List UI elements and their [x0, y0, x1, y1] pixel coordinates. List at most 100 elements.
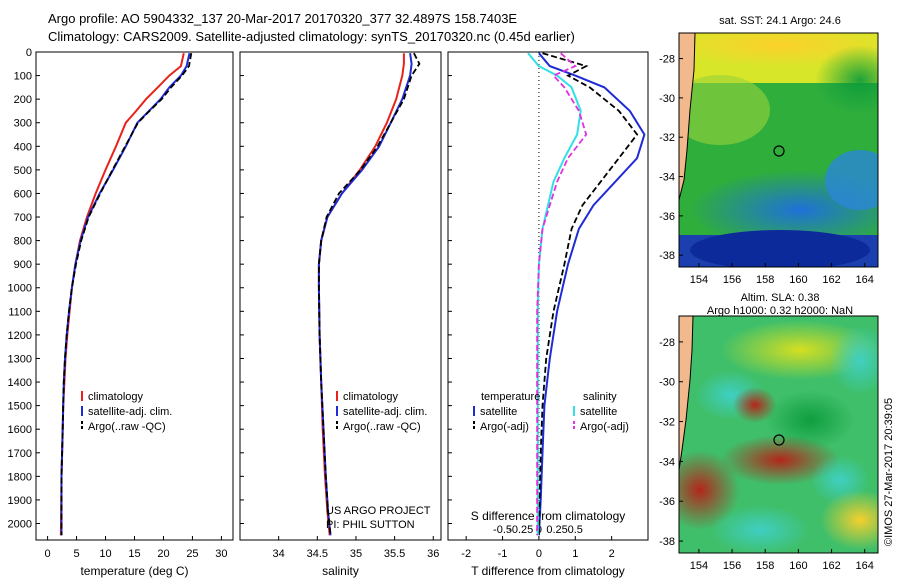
map-y-tick-label: -34	[659, 172, 675, 184]
y-tick-label: 1000	[8, 283, 32, 295]
y-tick-label: 1400	[8, 377, 32, 389]
legend-label: Argo(..raw -QC)	[88, 421, 166, 433]
plot-frame	[35, 51, 234, 541]
legend-label: Argo(..raw -QC)	[343, 421, 421, 433]
map-y-tick-label: -36	[659, 211, 675, 223]
x-tick-label: 30	[215, 548, 227, 560]
map-x-tick-label: 160	[789, 274, 807, 286]
plot-frame	[239, 51, 442, 541]
x-tick-label: 25	[186, 548, 198, 560]
argo-float-marker	[773, 145, 785, 157]
x-tick-label: 35.5	[384, 548, 405, 560]
sla-map-title-1: Altim. SLA: 0.38	[741, 292, 820, 304]
sla-map-field	[679, 316, 878, 553]
x-tick-label: 34	[273, 548, 285, 560]
top-axis-label: S difference from climatology	[471, 509, 626, 523]
series-salinity-argo-adj-	[536, 52, 588, 536]
map-x-tick-label: 156	[723, 560, 741, 572]
legend-label: Argo(-adj)	[480, 421, 529, 433]
legend-label: satellite	[580, 406, 617, 418]
imos-credit: ©IMOS 27-Mar-2017 20:39:05	[883, 398, 895, 546]
x-axis-label: temperature (deg C)	[80, 564, 188, 578]
y-tick-label: 100	[14, 71, 32, 83]
map-y-tick-label: -34	[659, 456, 675, 468]
x-tick-label: 2	[609, 548, 615, 560]
y-tick-label: 1300	[8, 353, 32, 365]
y-tick-label: 1200	[8, 330, 32, 342]
top-axis-tick-label: -0.25	[508, 524, 533, 536]
legend-label: climatology	[343, 391, 399, 403]
series-satellite-adj-clim-	[317, 53, 413, 536]
legend-title-temperature: temperature	[481, 391, 540, 403]
y-tick-label: 1100	[8, 306, 32, 318]
x-tick-label: 5	[73, 548, 79, 560]
figure-title-line2: Climatology: CARS2009. Satellite-adjuste…	[48, 29, 575, 44]
sst-map: sat. SST: 24.1 Argo: 24.6 154 156 158 160 16…	[659, 15, 879, 286]
y-tick-label: 900	[14, 259, 32, 271]
figure-title-line1: Argo profile: AO 5904332_137 20-Mar-2017…	[48, 11, 517, 26]
map-x-tick-label: 162	[822, 274, 840, 286]
sla-map-title-2: Argo h1000: 0.32 h2000: NaN	[707, 305, 853, 317]
map-x-tick-label: 164	[856, 560, 874, 572]
map-x-tick-label: 160	[789, 560, 807, 572]
difference-panel: -2 -1 0 1 2 T difference from climatology -0.5…	[447, 51, 649, 578]
map-x-tick-label: 154	[690, 560, 708, 572]
x-tick-label: -1	[498, 548, 508, 560]
map-y-tick-label: -28	[659, 54, 675, 66]
map-y-tick-label: -36	[659, 496, 675, 508]
y-tick-label: 2000	[8, 518, 32, 530]
legend-label: climatology	[88, 391, 144, 403]
y-tick-label: 1700	[8, 448, 32, 460]
argo-float-marker-sla	[773, 434, 785, 446]
x-tick-label: 34.5	[307, 548, 328, 560]
x-tick-label: 0	[536, 548, 542, 560]
x-tick-label: 15	[128, 548, 140, 560]
map-x-tick-label: 162	[822, 560, 840, 572]
map-x-tick-label: 156	[723, 274, 741, 286]
top-axis-tick-label: 0.5	[568, 524, 583, 536]
series-argo-raw-qc-	[60, 53, 193, 536]
sst-map-field	[679, 33, 878, 267]
legend-label: satellite-adj. clim.	[343, 406, 427, 418]
series-climatology	[317, 53, 405, 536]
map-x-tick-label: 158	[756, 560, 774, 572]
project-credit: US ARGO PROJECT	[326, 505, 431, 517]
map-y-tick-label: -38	[659, 250, 675, 262]
x-tick-label: 0	[45, 548, 51, 560]
sst-map-title: sat. SST: 24.1 Argo: 24.6	[719, 15, 841, 27]
map-y-tick-label: -30	[659, 377, 675, 389]
y-tick-label: 0	[26, 47, 32, 59]
x-axis-label: T difference from climatology	[471, 564, 625, 578]
legend-label: satellite-adj. clim.	[88, 406, 172, 418]
y-tick-label: 1600	[8, 424, 32, 436]
y-tick-label: 1500	[8, 401, 32, 413]
legend-label: satellite	[480, 406, 517, 418]
series-argo-raw-qc-	[317, 52, 421, 536]
x-axis-label: salinity	[322, 564, 359, 578]
x-tick-label: 20	[157, 548, 169, 560]
map-y-tick-label: -28	[659, 337, 675, 349]
x-tick-label: -2	[461, 548, 471, 560]
sla-map: Altim. SLA: 0.38 Argo h1000: 0.32 h2000:…	[659, 292, 879, 572]
y-tick-label: 1800	[8, 471, 32, 483]
y-tick-label: 400	[14, 141, 32, 153]
legend-title-salinity: salinity	[583, 391, 617, 403]
series-temperature-satellite	[537, 52, 646, 536]
series-climatology	[59, 52, 185, 536]
series-temperature-argo-adj-	[538, 52, 639, 536]
plot-frame	[447, 51, 649, 541]
map-y-tick-label: -38	[659, 536, 675, 548]
x-tick-label: 36	[427, 548, 439, 560]
x-tick-label: 10	[99, 548, 111, 560]
y-tick-label: 600	[14, 188, 32, 200]
project-credit: PI: PHIL SUTTON	[326, 519, 415, 531]
legend-label: Argo(-adj)	[580, 421, 629, 433]
map-y-tick-label: -30	[659, 93, 675, 105]
map-x-tick-label: 164	[856, 274, 874, 286]
map-y-tick-label: -32	[659, 132, 675, 144]
temperature-panel: 0100200300400500600700800900100011001200…	[8, 47, 234, 578]
coastline-land	[679, 33, 695, 200]
top-axis-tick-label: -0.5	[493, 524, 512, 536]
y-tick-label: 200	[14, 94, 32, 106]
